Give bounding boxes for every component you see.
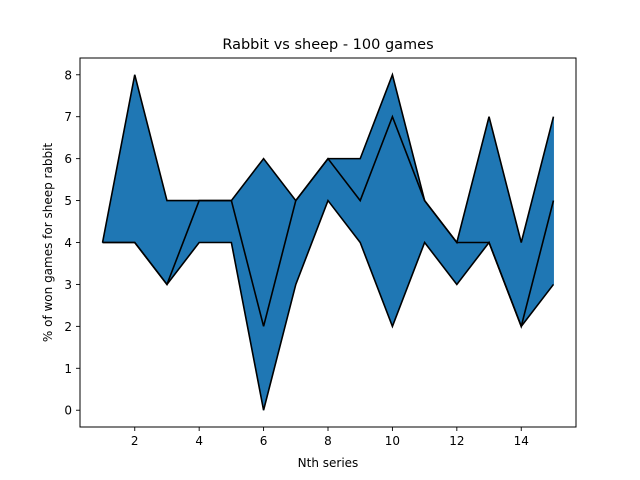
x-tick-label: 4 <box>195 434 203 448</box>
x-axis: 2 4 6 8 10 12 14 <box>131 427 529 448</box>
y-axis-label: % of won games for sheep rabbit <box>41 143 55 343</box>
y-tick-label: 2 <box>64 320 72 334</box>
x-tick-label: 12 <box>449 434 464 448</box>
series-line-2 <box>102 114 555 329</box>
y-tick-label: 5 <box>64 194 72 208</box>
series-line-3 <box>102 198 555 411</box>
x-axis-label: Nth series <box>298 456 359 470</box>
x-tick-label: 6 <box>260 434 268 448</box>
x-tick-label: 14 <box>514 434 529 448</box>
y-tick-label: 7 <box>64 110 72 124</box>
y-tick-label: 6 <box>64 152 72 166</box>
x-tick-label: 2 <box>131 434 139 448</box>
y-tick-label: 0 <box>64 404 72 418</box>
x-tick-label: 8 <box>324 434 332 448</box>
y-axis: 0 1 2 3 4 5 6 7 8 <box>64 68 80 418</box>
y-tick-label: 8 <box>64 68 72 82</box>
y-tick-label: 3 <box>64 278 72 292</box>
x-tick-label: 10 <box>385 434 400 448</box>
y-tick-label: 1 <box>64 362 72 376</box>
chart-title: Rabbit vs sheep - 100 games <box>222 37 433 53</box>
y-tick-label: 4 <box>64 236 72 250</box>
plot-area <box>101 72 555 411</box>
